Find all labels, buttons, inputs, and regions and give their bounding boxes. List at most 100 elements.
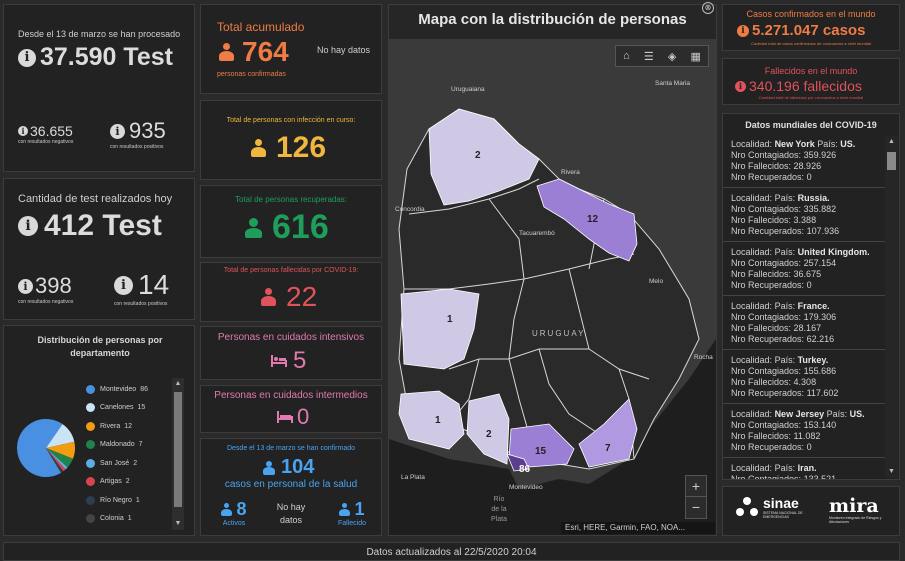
map-panel: Mapa con la distribución de personas ⊗ bbox=[388, 2, 717, 536]
hoy-negativos-stat: i 398 con resultados negativos bbox=[18, 273, 73, 305]
legend-item[interactable]: Maldonado 7 bbox=[86, 436, 174, 455]
country-item[interactable]: Localidad: País: Russia. Nro Contagiados:… bbox=[723, 188, 885, 242]
legend-value: 2 bbox=[133, 459, 138, 467]
contagiados-label: Nro Contagiados: bbox=[731, 366, 802, 376]
layers-icon[interactable]: ◈ bbox=[667, 50, 677, 63]
count-artigas: 2 bbox=[475, 150, 481, 161]
legend-item[interactable]: Rivera 12 bbox=[86, 417, 174, 436]
country-item[interactable]: Localidad: País: Turkey. Nro Contagiados:… bbox=[723, 350, 885, 404]
country-list[interactable]: Localidad: New York País: US. Nro Contagi… bbox=[723, 134, 885, 479]
fallecidas-value: 22 bbox=[286, 281, 318, 312]
recuperados-label: Nro Recuperados: bbox=[731, 334, 805, 344]
tests-procesados-panel: Desde el 13 de marzo se han procesado i … bbox=[3, 4, 195, 172]
qr-icon[interactable]: ▦ bbox=[690, 50, 701, 63]
legend-item[interactable]: San José 2 bbox=[86, 454, 174, 473]
en-curso-title: Total de personas con infección en curso… bbox=[226, 117, 356, 124]
acumulado-no-data: No hay datos bbox=[317, 45, 371, 55]
pais-value: Russia. bbox=[797, 193, 830, 203]
place-label: Uruguaiana bbox=[451, 86, 485, 93]
legend-scrollbar[interactable]: ▲ ▼ bbox=[172, 378, 184, 530]
pais-label: País: bbox=[826, 409, 848, 419]
hoy-positivos-caption: con resultados positivos bbox=[114, 301, 168, 307]
country-item[interactable]: Localidad: New York País: US. Nro Contagi… bbox=[723, 134, 885, 188]
country-item[interactable]: Localidad: País: Iran. Nro Contagiados: 1… bbox=[723, 458, 885, 479]
country-item[interactable]: Localidad: New Jersey País: US. Nro Conta… bbox=[723, 404, 885, 458]
pie-slice[interactable] bbox=[46, 441, 75, 459]
pais-value: France. bbox=[797, 301, 830, 311]
map-attribution[interactable]: Esri, HERE, Garmin, FAO, NOA... bbox=[561, 522, 715, 534]
hoy-caption: Cantidad de test realizados hoy bbox=[18, 193, 173, 205]
pie-slice[interactable] bbox=[46, 448, 64, 473]
salud-fallecido-stat: 1 Fallecido bbox=[335, 499, 369, 527]
uruguay-map[interactable]: 2 12 1 1 2 15 86 7 Uruguaiana Santa Mari… bbox=[389, 39, 716, 535]
pais-label: País: bbox=[774, 301, 796, 311]
map-place-labels: Uruguaiana Santa Maria Rivera Concordia … bbox=[395, 80, 713, 491]
pie-slice[interactable] bbox=[46, 424, 75, 448]
country-item[interactable]: Localidad: País: United Kingdom. Nro Cont… bbox=[723, 242, 885, 296]
legend-item[interactable]: Montevideo 86 bbox=[86, 380, 174, 399]
pie-slice[interactable] bbox=[46, 448, 63, 473]
scroll-thumb[interactable] bbox=[887, 152, 896, 170]
legend-value: 2 bbox=[125, 478, 130, 486]
legend-dot bbox=[86, 458, 95, 468]
casos-mundo-caption: Cantidad total de casos confirmados de c… bbox=[751, 41, 871, 46]
positivos-value: 935 bbox=[129, 118, 166, 143]
list-scrollbar[interactable]: ▲ ▼ bbox=[885, 136, 898, 478]
localidad-label: Localidad: bbox=[731, 139, 773, 149]
procesados-value: 37.590 Test bbox=[40, 43, 173, 71]
legend-dot bbox=[86, 440, 95, 450]
scroll-up-icon[interactable]: ▲ bbox=[888, 138, 895, 145]
bed-icon bbox=[271, 355, 287, 367]
info-icon: i bbox=[735, 80, 746, 92]
bed-icon bbox=[277, 411, 293, 423]
scroll-thumb[interactable] bbox=[174, 392, 182, 507]
zoom-in-button[interactable]: + bbox=[686, 476, 706, 497]
total-acumulado-panel: Total acumulado 764 personas confirmadas… bbox=[200, 4, 382, 94]
pais-value: Turkey. bbox=[797, 355, 829, 365]
recuperados-value: 0 bbox=[806, 442, 812, 452]
localidad-value: New Jersey bbox=[774, 409, 825, 419]
pie-slice[interactable] bbox=[46, 448, 73, 468]
localidad-label: Localidad: bbox=[731, 409, 773, 419]
legend-dot bbox=[86, 495, 95, 505]
fallecidos-value: 28.926 bbox=[793, 161, 822, 171]
zoom-out-button[interactable]: − bbox=[691, 499, 701, 515]
home-icon[interactable]: ⌂ bbox=[623, 50, 630, 62]
info-icon: i bbox=[18, 48, 36, 67]
place-label: Melo bbox=[649, 278, 663, 285]
legend-item[interactable]: Artigas 2 bbox=[86, 473, 174, 492]
pie-slice[interactable] bbox=[46, 448, 66, 472]
scroll-down-icon[interactable]: ▼ bbox=[174, 520, 182, 527]
cuidados-intensivos-panel: Personas en cuidados intensivos 5 bbox=[200, 326, 382, 380]
info-icon: i bbox=[18, 126, 28, 136]
localidad-label: Localidad: bbox=[731, 463, 773, 473]
person-icon bbox=[219, 43, 234, 61]
pie-slice[interactable] bbox=[46, 448, 68, 470]
localidad-label: Localidad: bbox=[731, 301, 773, 311]
legend-value: 15 bbox=[137, 404, 146, 412]
positivos-caption: con resultados positivos bbox=[110, 144, 164, 150]
svg-text:de la: de la bbox=[491, 506, 506, 513]
intensivos-title: Personas en cuidados intensivos bbox=[217, 332, 365, 343]
negativos-stat: i 36.655 con resultados negativos bbox=[18, 123, 73, 145]
legend-item[interactable]: Canelones 15 bbox=[86, 399, 174, 418]
pais-label: País: bbox=[774, 355, 796, 365]
en-curso-panel: Total de personas con infección en curso… bbox=[200, 100, 382, 180]
fallecidos-mundo-title: Fallecidos en el mundo bbox=[764, 66, 858, 76]
casos-mundo-value: 5.271.047 casos bbox=[752, 22, 866, 39]
close-icon[interactable]: ⊗ bbox=[702, 2, 714, 14]
fallecidos-mundo-caption: Cantidad total de fallecidos por coronav… bbox=[758, 95, 864, 100]
pie-slice[interactable] bbox=[17, 419, 63, 477]
place-label: Santa Maria bbox=[655, 80, 690, 87]
legend-item[interactable]: Río Negro 1 bbox=[86, 491, 174, 510]
sinae-logo-icon bbox=[736, 497, 758, 516]
country-item[interactable]: Localidad: País: France. Nro Contagiados:… bbox=[723, 296, 885, 350]
scroll-down-icon[interactable]: ▼ bbox=[888, 468, 895, 475]
scroll-up-icon[interactable]: ▲ bbox=[174, 380, 182, 387]
pais-value: US. bbox=[840, 139, 856, 149]
legend-item[interactable]: Colonia 1 bbox=[86, 510, 174, 529]
contagiados-value: 257.154 bbox=[803, 258, 837, 268]
hoy-value: 412 Test bbox=[44, 209, 162, 242]
distribucion-pie-chart[interactable] bbox=[16, 418, 76, 478]
list-icon[interactable]: ☰ bbox=[643, 50, 654, 63]
